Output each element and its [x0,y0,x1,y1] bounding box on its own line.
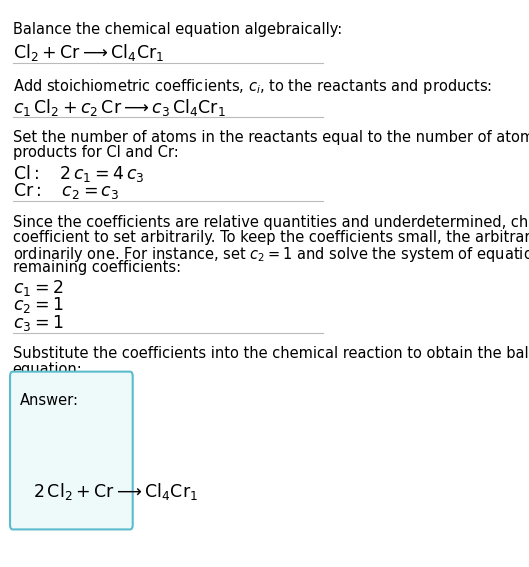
Text: Substitute the coefficients into the chemical reaction to obtain the balanced: Substitute the coefficients into the che… [13,346,529,361]
Text: $\mathrm{Cr:} \quad c_2 = c_3$: $\mathrm{Cr:} \quad c_2 = c_3$ [13,181,119,201]
Text: Balance the chemical equation algebraically:: Balance the chemical equation algebraica… [13,23,342,37]
Text: Add stoichiometric coefficients, $c_i$, to the reactants and products:: Add stoichiometric coefficients, $c_i$, … [13,77,492,96]
FancyBboxPatch shape [10,371,133,530]
Text: equation:: equation: [13,362,83,376]
Text: $\mathrm{Cl}_2 + \mathrm{Cr} \longrightarrow \mathrm{Cl}_4\mathrm{Cr}_1$: $\mathrm{Cl}_2 + \mathrm{Cr} \longrighta… [13,42,164,63]
Text: $c_1 = 2$: $c_1 = 2$ [13,278,63,298]
Text: coefficient to set arbitrarily. To keep the coefficients small, the arbitrary va: coefficient to set arbitrarily. To keep … [13,230,529,245]
Text: $\mathrm{Cl:} \quad 2\,c_1 = 4\,c_3$: $\mathrm{Cl:} \quad 2\,c_1 = 4\,c_3$ [13,163,144,184]
Text: $2\,\mathrm{Cl}_2 + \mathrm{Cr} \longrightarrow \mathrm{Cl}_4\mathrm{Cr}_1$: $2\,\mathrm{Cl}_2 + \mathrm{Cr} \longrig… [32,481,197,502]
Text: $c_2 = 1$: $c_2 = 1$ [13,295,63,315]
Text: Since the coefficients are relative quantities and underdetermined, choose a: Since the coefficients are relative quan… [13,215,529,230]
Text: $c_1\, \mathrm{Cl}_2 + c_2\, \mathrm{Cr} \longrightarrow c_3\, \mathrm{Cl}_4\mat: $c_1\, \mathrm{Cl}_2 + c_2\, \mathrm{Cr}… [13,96,226,117]
Text: Set the number of atoms in the reactants equal to the number of atoms in the: Set the number of atoms in the reactants… [13,130,529,145]
Text: products for Cl and Cr:: products for Cl and Cr: [13,145,178,160]
Text: remaining coefficients:: remaining coefficients: [13,260,181,276]
Text: Answer:: Answer: [20,393,79,408]
Text: $c_3 = 1$: $c_3 = 1$ [13,312,63,333]
Text: ordinarily one. For instance, set $c_2 = 1$ and solve the system of equations fo: ordinarily one. For instance, set $c_2 =… [13,246,529,264]
